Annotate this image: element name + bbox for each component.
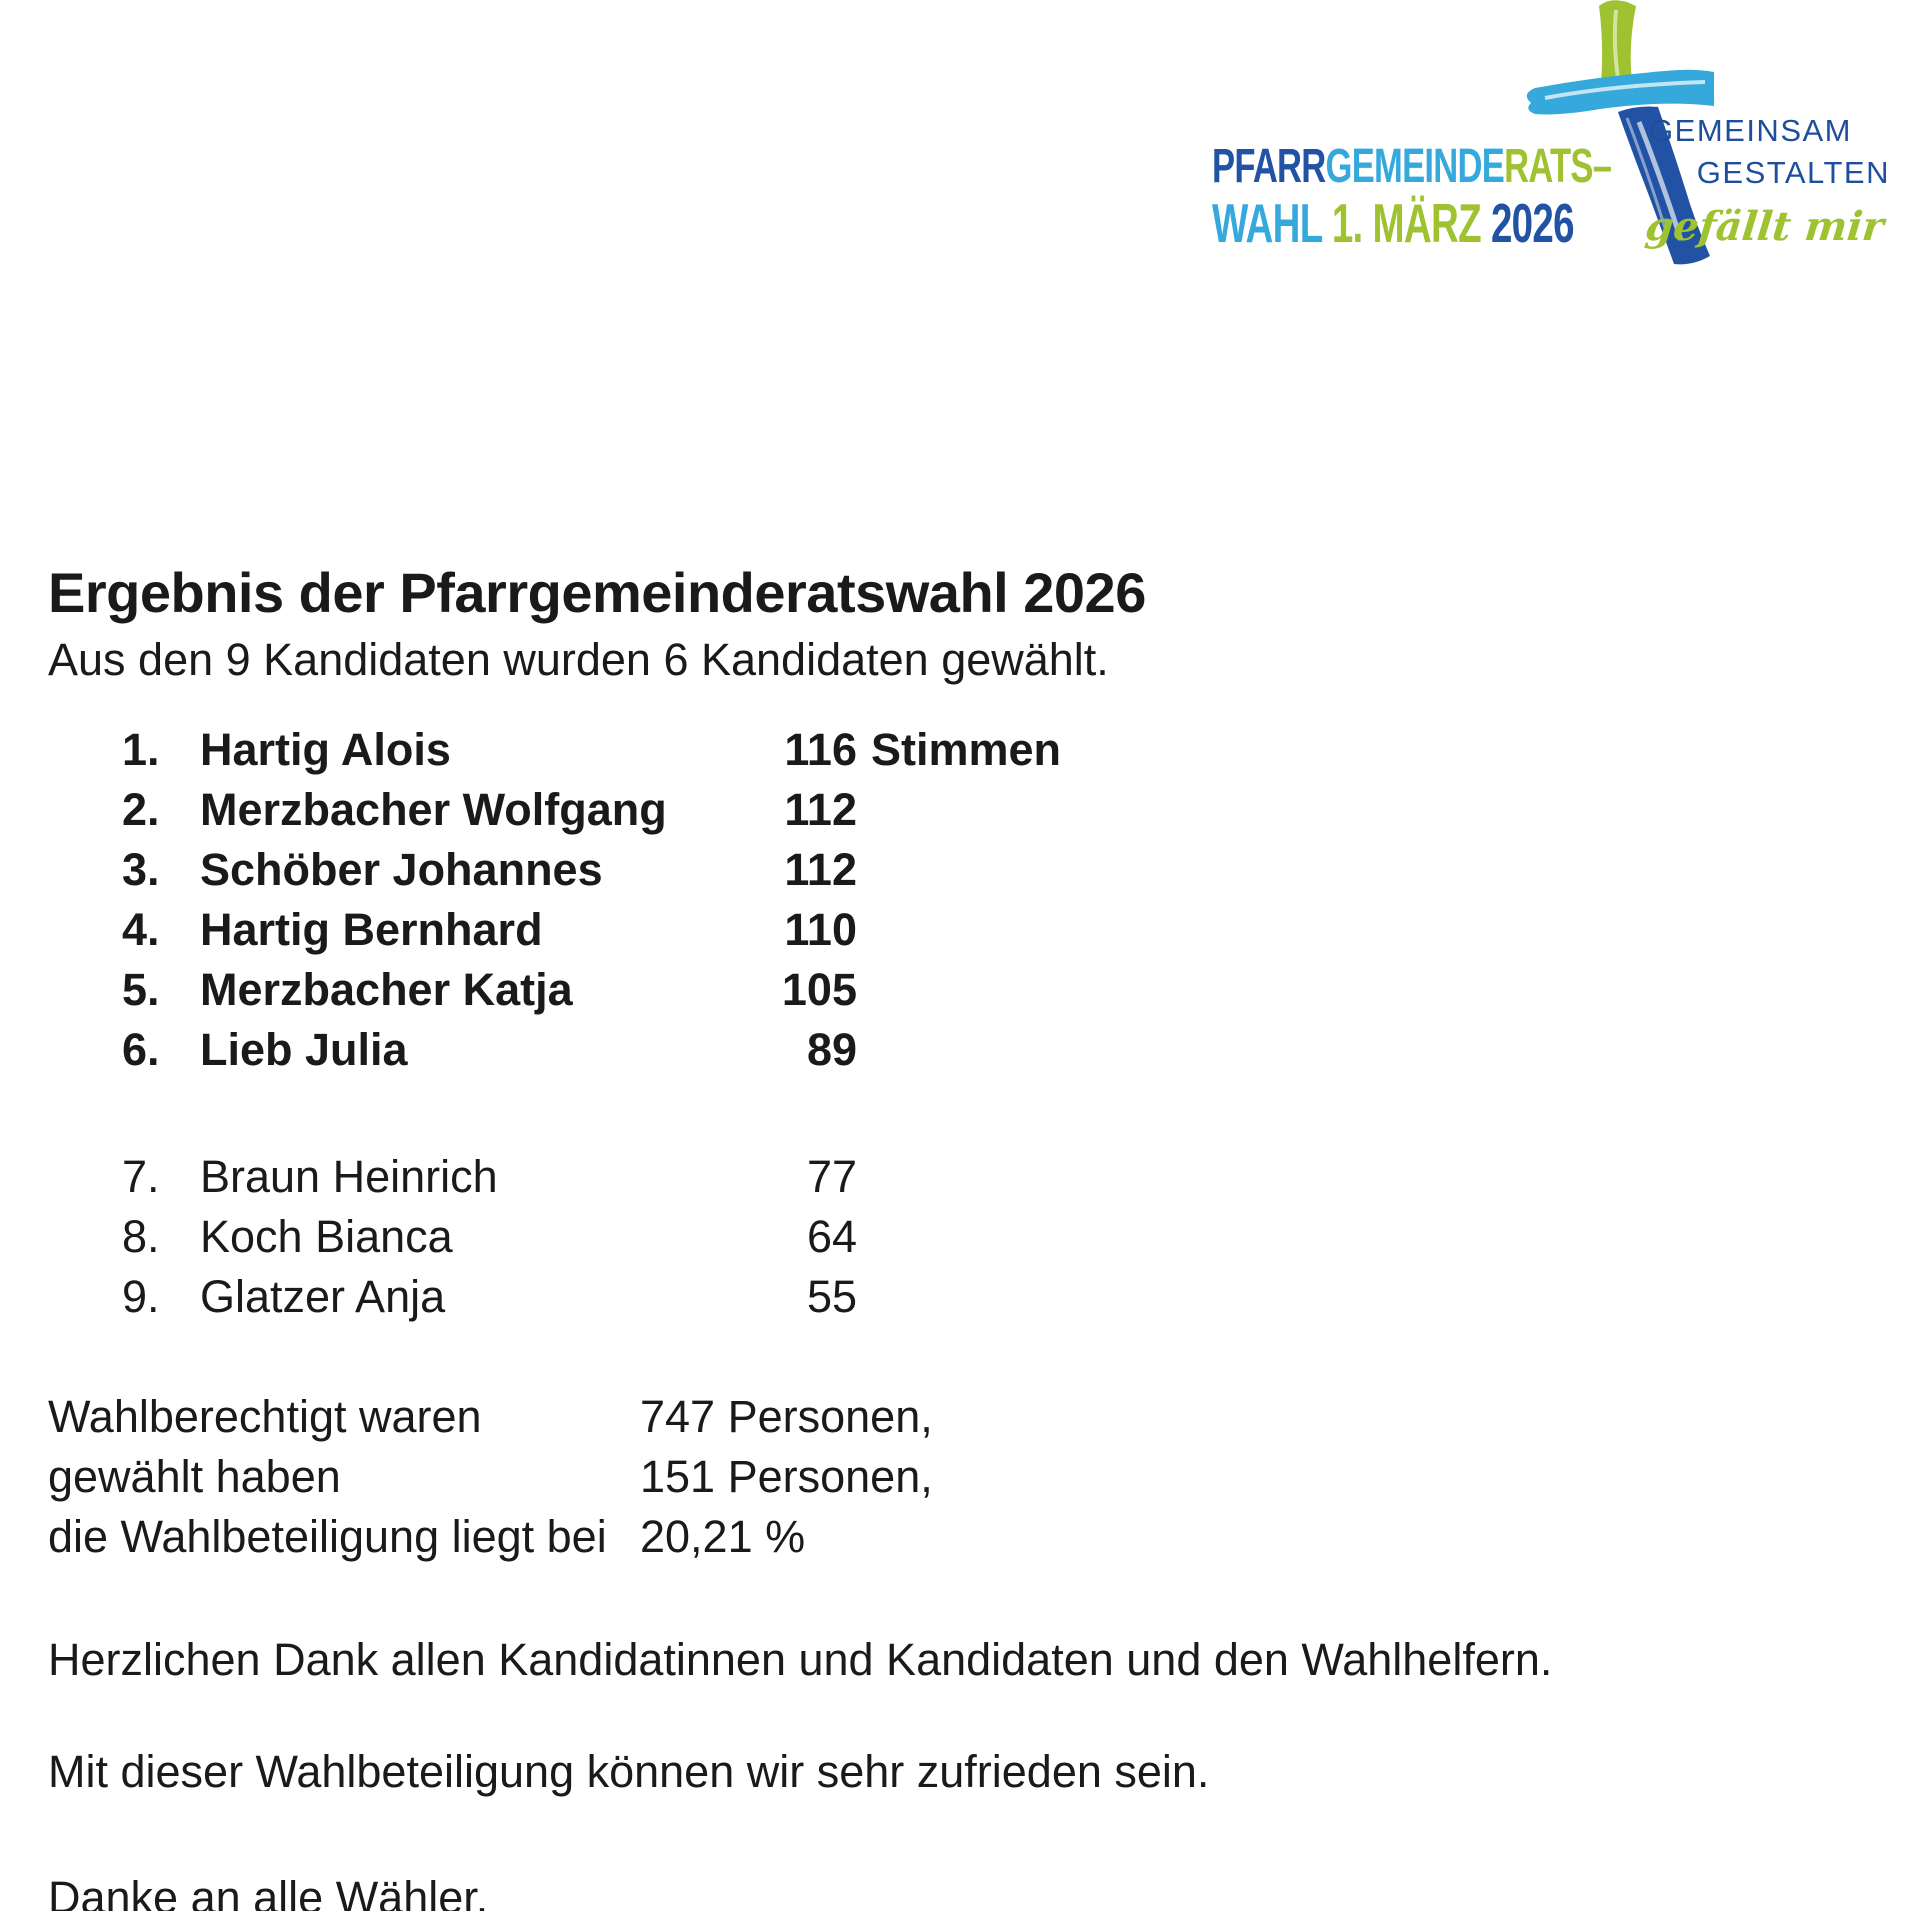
list-section-gap [122, 1082, 1061, 1149]
result-votes: 89 [806, 1024, 857, 1075]
logo-wordmark-line1: PFARRGEMEINDERATS– [1212, 139, 1612, 194]
result-row: 6. Lieb Julia 89 [122, 1022, 1061, 1082]
result-votes: 116 [784, 724, 857, 775]
brush-cross-icon [1526, 0, 1714, 265]
result-candidate-name: Lieb Julia [200, 1024, 408, 1075]
closing-paragraph: Herzlichen Dank allen Kandidatinnen und … [48, 1634, 1553, 1685]
logo-claim-line1: GEMEINSAM [1649, 113, 1852, 148]
result-votes-suffix: Stimmen [871, 724, 1062, 775]
intro-text: Aus den 9 Kandidaten wurden 6 Kandidaten… [48, 634, 1109, 685]
statistic-label: Wahlberechtigt waren [48, 1391, 482, 1442]
result-rank: 9. [122, 1271, 160, 1322]
statistic-value: 151 Personen, [640, 1451, 933, 1502]
page-title: Ergebnis der Pfarrgemeinderatswahl 2026 [48, 560, 1146, 624]
result-row: 9. Glatzer Anja 55 [122, 1269, 1061, 1329]
result-rank: 1. [122, 724, 160, 775]
results-list: 1. Hartig Alois 116 Stimmen 2. Merzbache… [122, 722, 1061, 1329]
result-candidate-name: Hartig Alois [200, 724, 451, 775]
result-rank: 8. [122, 1211, 160, 1262]
result-candidate-name: Hartig Bernhard [200, 904, 543, 955]
statistic-label: die Wahlbeteiligung liegt bei [48, 1511, 607, 1562]
result-rank: 6. [122, 1024, 160, 1075]
logo-text-segment: 1. MÄRZ [1331, 192, 1491, 254]
closing-paragraph: Danke an alle Wähler. [48, 1872, 489, 1911]
logo-text-segment: 2026 [1490, 192, 1575, 254]
result-row: 1. Hartig Alois 116 Stimmen [122, 722, 1061, 782]
result-votes: 55 [806, 1271, 857, 1322]
result-row: 3. Schöber Johannes 112 [122, 842, 1061, 902]
result-candidate-name: Glatzer Anja [200, 1271, 446, 1322]
result-votes: 112 [784, 844, 857, 895]
result-candidate-name: Merzbacher Wolfgang [200, 784, 667, 835]
result-rank: 5. [122, 964, 160, 1015]
result-votes: 105 [781, 964, 857, 1015]
result-rank: 2. [122, 784, 160, 835]
logo-text-segment: RATS– [1504, 140, 1612, 193]
logo-claim: GEMEINSAM GESTALTEN gefällt mir [1620, 113, 1892, 250]
logo-text-segment: PFARR [1212, 140, 1326, 193]
result-row: 2. Merzbacher Wolfgang 112 [122, 782, 1061, 842]
closing-paragraph: Mit dieser Wahlbeteiligung können wir se… [48, 1746, 1210, 1797]
statistic-row: die Wahlbeteiligung liegt bei 20,21 % [48, 1509, 933, 1569]
logo-claim-line2: GESTALTEN [1696, 155, 1890, 190]
result-row: 7. Braun Heinrich 77 [122, 1149, 1061, 1209]
result-votes: 110 [784, 904, 857, 955]
result-rank: 3. [122, 844, 160, 895]
statistic-row: Wahlberechtigt waren 747 Personen, [48, 1389, 933, 1449]
result-votes: 64 [806, 1211, 857, 1262]
result-candidate-name: Braun Heinrich [200, 1151, 498, 1202]
result-row: 4. Hartig Bernhard 110 [122, 902, 1061, 962]
statistics-block: Wahlberechtigt waren 747 Personen, gewäh… [48, 1389, 933, 1569]
statistic-value: 20,21 % [640, 1511, 806, 1562]
statistic-label: gewählt haben [48, 1451, 341, 1502]
result-candidate-name: Merzbacher Katja [200, 964, 573, 1015]
statistic-row: gewählt haben 151 Personen, [48, 1449, 933, 1509]
logo-text-segment: WAHL [1212, 192, 1332, 254]
logo-wordmark-line2: WAHL 1. MÄRZ 2026 [1212, 191, 1574, 255]
result-candidate-name: Schöber Johannes [200, 844, 603, 895]
result-votes: 77 [806, 1151, 857, 1202]
result-votes: 112 [784, 784, 857, 835]
result-candidate-name: Koch Bianca [200, 1211, 453, 1262]
result-row: 5. Merzbacher Katja 105 [122, 962, 1061, 1022]
logo-claim-script: gefällt mir [1643, 203, 1886, 250]
result-rank: 7. [122, 1151, 160, 1202]
logo-text-segment: GEMEINDE [1325, 140, 1505, 193]
result-row: 8. Koch Bianca 64 [122, 1209, 1061, 1269]
result-rank: 4. [122, 904, 160, 955]
statistic-value: 747 Personen, [640, 1391, 933, 1442]
